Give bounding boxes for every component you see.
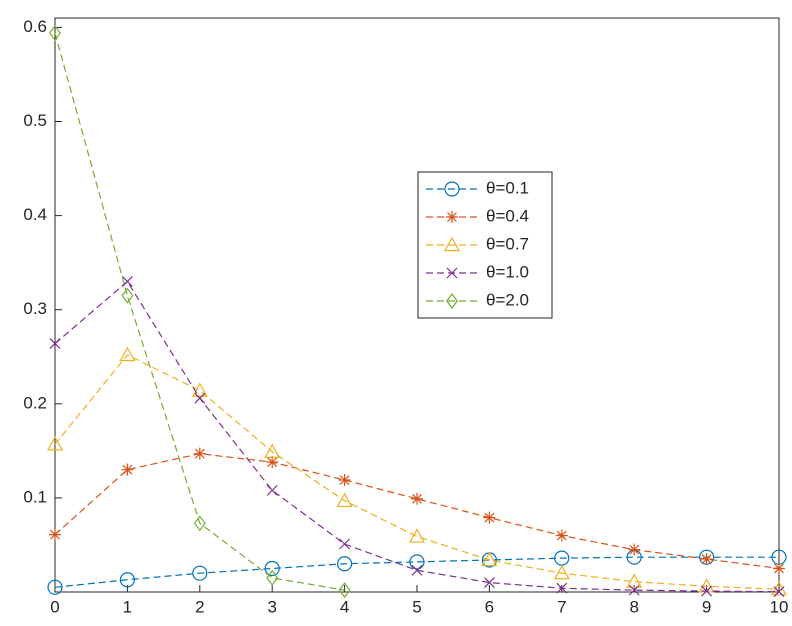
marker (193, 515, 206, 532)
marker (336, 492, 353, 507)
marker (446, 293, 458, 309)
y-tick-label: 0.3 (23, 299, 47, 318)
x-tick-label: 9 (702, 597, 711, 616)
marker (49, 528, 61, 541)
marker (191, 382, 208, 397)
marker (49, 338, 61, 350)
series-line (54, 354, 780, 590)
y-tick-label: 0.2 (23, 393, 47, 412)
marker (409, 554, 425, 570)
marker (446, 267, 458, 279)
x-tick-label: 5 (412, 597, 421, 616)
legend-label: θ=1.0 (486, 262, 529, 281)
x-tick-label: 10 (770, 597, 789, 616)
marker (121, 276, 133, 287)
marker (192, 565, 208, 581)
marker (119, 346, 136, 362)
marker (698, 578, 715, 593)
marker (628, 543, 641, 556)
marker (444, 181, 460, 197)
marker (266, 569, 279, 586)
x-tick-label: 0 (50, 597, 59, 616)
marker (773, 562, 785, 575)
marker (338, 582, 351, 599)
y-tick-label: 0.6 (23, 17, 47, 36)
x-tick-label: 2 (195, 597, 204, 616)
y-tick-label: 0.1 (23, 487, 47, 506)
marker (555, 529, 568, 542)
marker (338, 474, 351, 487)
marker (411, 564, 423, 576)
legend-label: θ=0.4 (486, 206, 529, 225)
marker (408, 528, 426, 543)
marker (443, 236, 461, 252)
marker (628, 584, 640, 596)
x-tick-label: 4 (340, 597, 349, 616)
series-line (54, 32, 345, 591)
marker (121, 287, 134, 304)
x-tick-label: 7 (557, 597, 566, 616)
legend-label: θ=2.0 (486, 290, 529, 309)
marker (556, 582, 568, 594)
marker (119, 572, 136, 588)
marker (121, 463, 134, 476)
marker (483, 511, 496, 524)
y-tick-label: 0.4 (23, 205, 47, 224)
x-tick-label: 6 (485, 597, 494, 616)
x-tick-label: 8 (629, 597, 638, 616)
marker (264, 560, 280, 577)
marker (46, 436, 64, 451)
marker (446, 211, 458, 223)
marker (626, 573, 643, 588)
marker (266, 484, 278, 496)
marker (266, 456, 279, 469)
marker (700, 553, 713, 566)
marker (194, 392, 206, 404)
x-tick-label: 1 (123, 597, 132, 616)
marker (553, 564, 570, 580)
marker (49, 25, 61, 42)
marker (339, 538, 351, 550)
legend-label: θ=0.1 (486, 178, 529, 197)
marker (483, 577, 495, 589)
series-line (54, 453, 780, 570)
marker (193, 447, 206, 460)
marker (773, 586, 785, 598)
marker (47, 579, 63, 595)
legend-label: θ=0.7 (486, 234, 529, 253)
y-tick-label: 0.5 (23, 111, 47, 130)
x-tick-label: 3 (267, 597, 276, 616)
marker (337, 556, 353, 572)
series-line (54, 556, 779, 588)
marker (264, 443, 281, 458)
marker (411, 492, 423, 505)
plot-box (54, 17, 780, 593)
marker (481, 551, 498, 567)
marker (701, 585, 713, 597)
legend: θ=0.1 θ=0.4 θ=0.7 θ=1.0 θ=2.0 (417, 171, 553, 319)
